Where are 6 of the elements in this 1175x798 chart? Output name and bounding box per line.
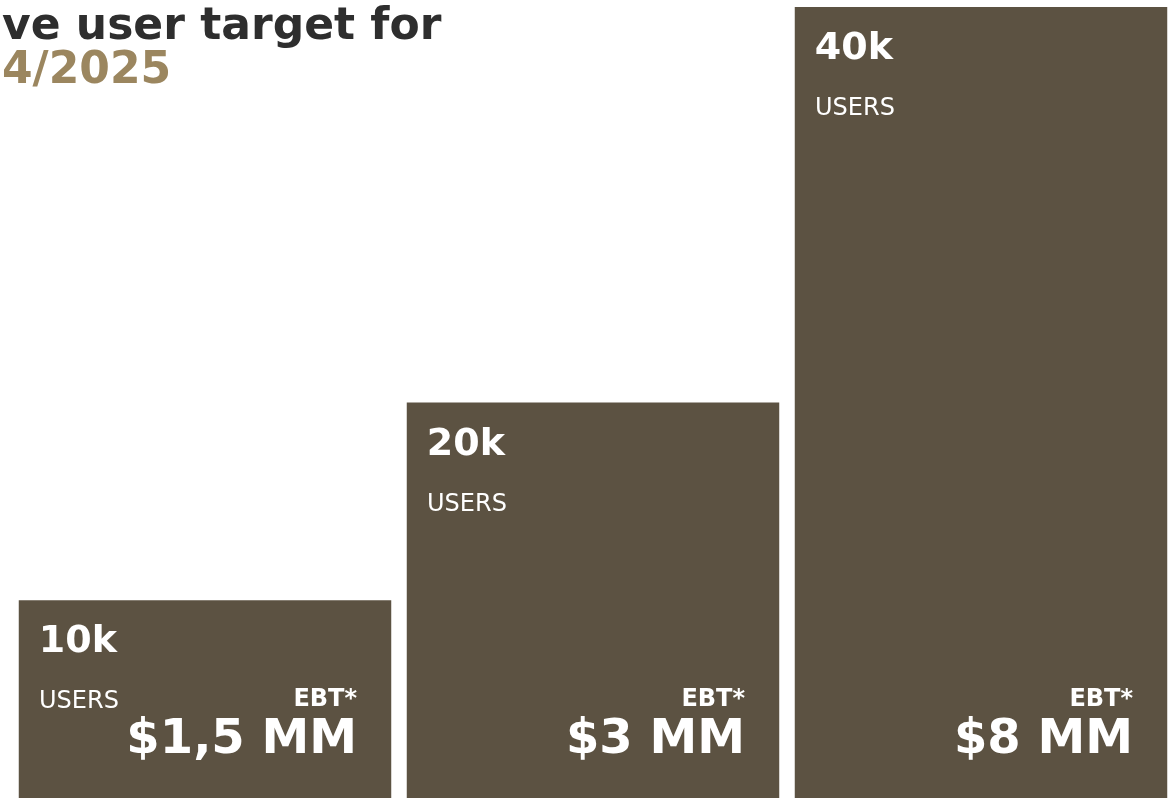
data-label: 20k (426, 419, 506, 464)
annotation: USERS (815, 93, 895, 121)
data-label: 40k (814, 24, 894, 68)
annotation: USERS (39, 686, 119, 715)
data-label: 10k (38, 617, 118, 662)
annotation: USERS (427, 488, 507, 517)
